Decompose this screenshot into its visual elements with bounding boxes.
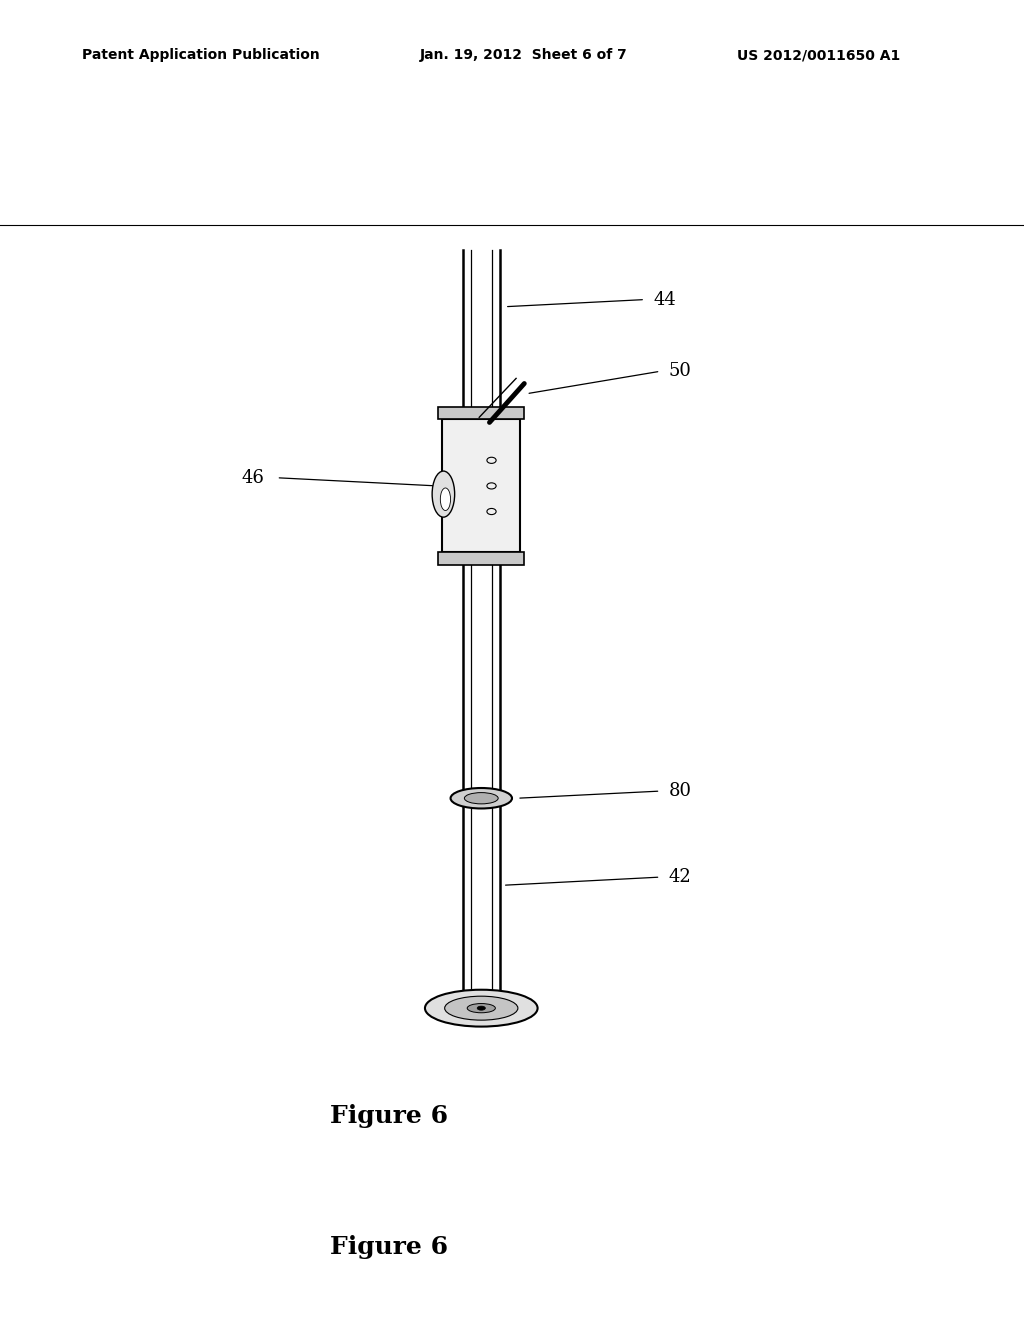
Ellipse shape (477, 1006, 485, 1010)
Text: 80: 80 (669, 781, 691, 800)
Ellipse shape (444, 997, 518, 1020)
Text: Figure 6: Figure 6 (330, 1236, 449, 1259)
Text: Jan. 19, 2012  Sheet 6 of 7: Jan. 19, 2012 Sheet 6 of 7 (420, 49, 628, 62)
Text: 46: 46 (242, 469, 264, 487)
Polygon shape (438, 553, 524, 565)
Polygon shape (442, 420, 520, 553)
Text: US 2012/0011650 A1: US 2012/0011650 A1 (737, 49, 900, 62)
Ellipse shape (432, 471, 455, 517)
Ellipse shape (440, 488, 451, 511)
Polygon shape (438, 407, 524, 420)
Ellipse shape (451, 788, 512, 808)
Text: 50: 50 (669, 362, 691, 380)
Ellipse shape (464, 792, 498, 804)
Text: Figure 6: Figure 6 (330, 1104, 449, 1127)
Text: Patent Application Publication: Patent Application Publication (82, 49, 319, 62)
Ellipse shape (425, 990, 538, 1027)
Text: 44: 44 (653, 290, 676, 309)
Text: 42: 42 (669, 869, 691, 886)
Ellipse shape (467, 1003, 496, 1012)
